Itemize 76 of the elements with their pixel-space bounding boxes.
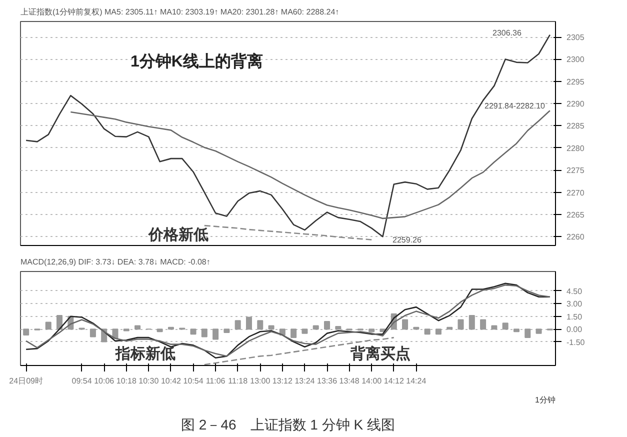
bar [257, 320, 264, 330]
annotation: 2259.26 [392, 236, 422, 244]
line-series [70, 110, 551, 220]
annotation: 指标新低 [114, 344, 176, 362]
annotation: 背离买点 [350, 344, 410, 362]
bar [458, 319, 464, 330]
bar [90, 328, 96, 338]
bar [491, 325, 498, 330]
bar [134, 325, 141, 330]
y-tick-label: 3.00 [566, 300, 583, 309]
x-tick-label: 11:18 [228, 376, 248, 386]
y-tick-label: 2270 [566, 188, 585, 198]
annotation: 2291.84-2282.10 [484, 102, 546, 110]
x-tick-label: 13:12 [272, 376, 293, 386]
bar [524, 328, 531, 338]
bar [246, 316, 252, 330]
y-tick-label: 4.50 [566, 286, 583, 296]
bar [234, 320, 241, 330]
bar [312, 325, 319, 330]
y-tick-label: 1.50 [566, 312, 583, 322]
y-tick-label: 0.00 [566, 325, 583, 334]
bar [190, 328, 196, 335]
bar [45, 322, 52, 330]
bar [201, 328, 208, 338]
y-tick-label: 2300 [566, 55, 585, 64]
x-tick-label: 14:24 [406, 376, 427, 386]
y-tick-label: -1.50 [566, 338, 586, 347]
bar [324, 320, 330, 330]
bar [290, 328, 297, 338]
y-tick-label: 2305 [566, 33, 585, 42]
bar [468, 315, 475, 330]
chart-subtitle: MACD(12,26,9) DIF: 3.73↓ DEA: 3.78↓ MACD: -0.08↑ [20, 258, 210, 266]
y-tick-label: 2295 [566, 77, 585, 86]
x-tick-label: 13:00 [250, 376, 271, 386]
bar [302, 328, 308, 334]
y-tick-label: 2280 [566, 144, 585, 153]
x-tick-label: 09:54 [72, 376, 92, 386]
bar [402, 319, 408, 330]
bar [536, 328, 542, 334]
x-tick-label: 24日09时 [9, 376, 43, 386]
bar [56, 315, 63, 330]
x-tick-label: 11:06 [206, 376, 226, 386]
bar [368, 328, 375, 332]
y-tick-label: 2285 [566, 122, 585, 131]
bar [513, 328, 520, 332]
x-tick-label: 14:00 [362, 376, 382, 386]
annotation: 价格新低 [148, 226, 208, 244]
chart-subtitle: 上证指数(1分钟前复权) MA5: 2305.11↑ MA10: 2303.19↑ MA20: 2301.28↑ MA60: 2288.24↑ [20, 8, 340, 16]
line-series [204, 336, 395, 366]
bar [268, 325, 274, 330]
y-tick-label: 2290 [566, 100, 585, 109]
x-tick-label: 10:30 [138, 376, 160, 386]
text: 1分钟K线上的背离 [130, 52, 263, 70]
bar [424, 328, 430, 335]
bar [156, 328, 163, 332]
bar [212, 328, 219, 340]
x-tick-label: 10:42 [160, 376, 182, 386]
bar [480, 319, 486, 330]
bar [224, 328, 230, 333]
bar [23, 328, 30, 336]
y-tick-label: 2275 [566, 166, 585, 176]
x-tick-label: 13:24 [294, 376, 316, 386]
bar [335, 326, 342, 330]
x-tick-label: 13:36 [317, 376, 338, 386]
x-tick-label: 13:48 [339, 376, 360, 386]
y-tick-label: 2260 [566, 232, 585, 242]
y-tick-label: 2265 [566, 210, 585, 220]
bar [502, 322, 508, 330]
text: 1分钟 [535, 396, 556, 404]
x-tick-label: 10:18 [116, 376, 137, 386]
annotation: 2306.36 [492, 28, 522, 38]
x-tick-label: 10:54 [183, 376, 204, 386]
x-tick-label: 10:06 [94, 376, 115, 386]
bar [435, 328, 442, 335]
x-tick-label: 14:12 [384, 376, 404, 386]
caption: 图 2－46 上证指数 1 分钟 K 线图 [181, 416, 395, 432]
